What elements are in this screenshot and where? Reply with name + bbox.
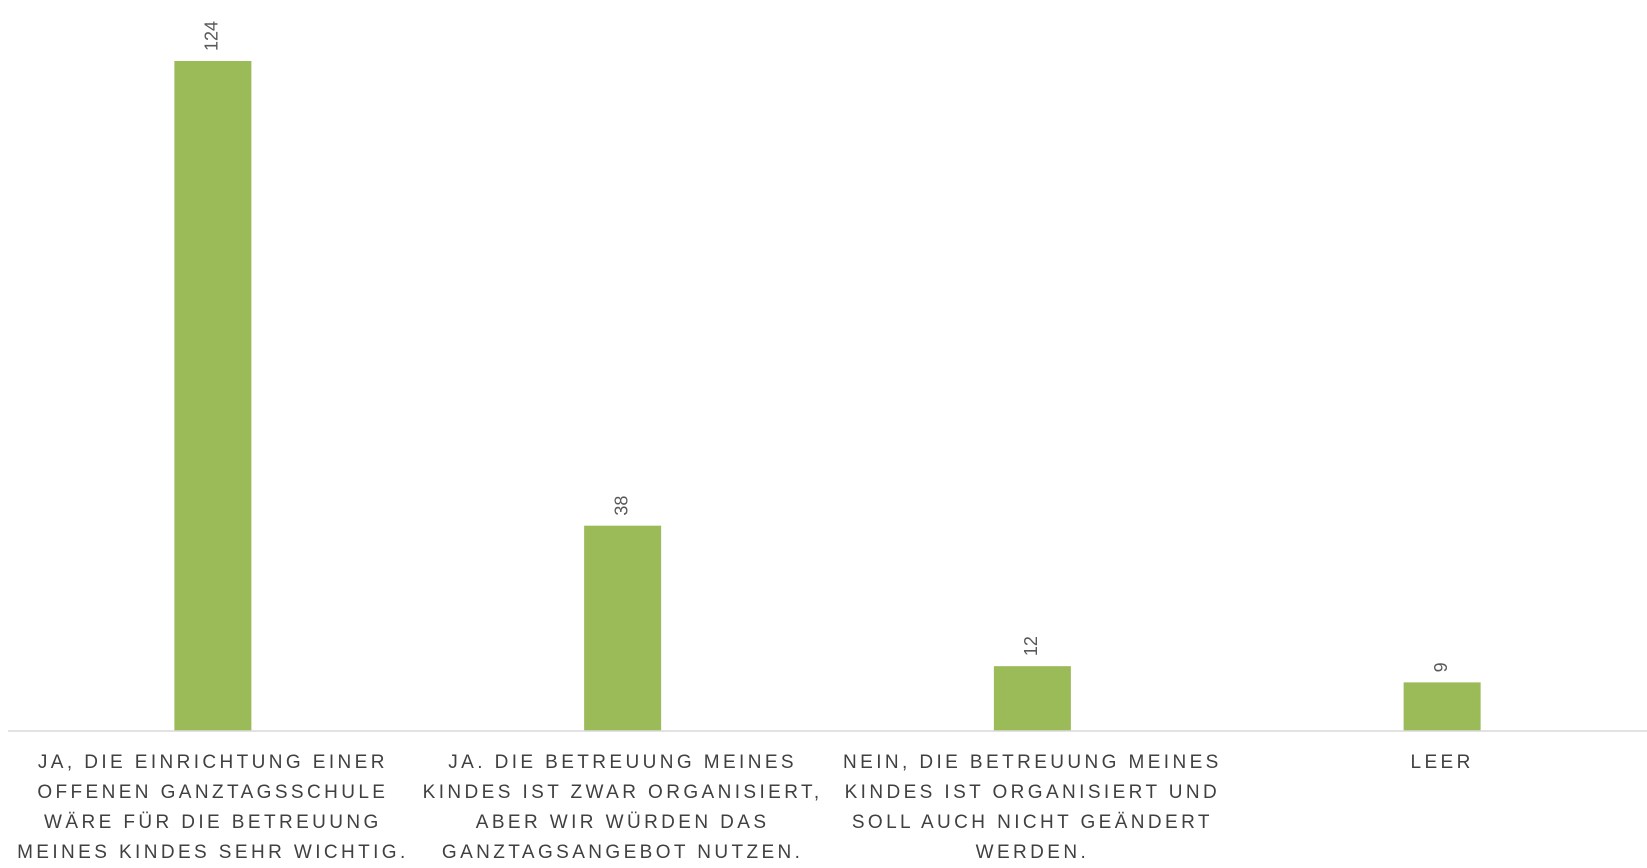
bar <box>584 525 662 731</box>
bar <box>1403 682 1481 731</box>
x-tick-label: JA. DIE BETREUUNG MEINES KINDES IST ZWAR… <box>422 752 823 863</box>
x-tick-label: JA, DIE EINRICHTUNG EINER OFFENEN GANZTA… <box>17 752 409 863</box>
value-label: 38 <box>611 496 631 516</box>
value-label: 9 <box>1431 662 1451 672</box>
x-tick-label: LEER <box>1410 752 1474 773</box>
value-label: 124 <box>202 21 222 51</box>
bar <box>174 61 252 731</box>
x-tick-label: NEIN, DIE BETREUUNG MEINES KINDES IST OR… <box>843 752 1222 863</box>
value-label: 12 <box>1021 636 1041 656</box>
bar <box>993 666 1071 731</box>
